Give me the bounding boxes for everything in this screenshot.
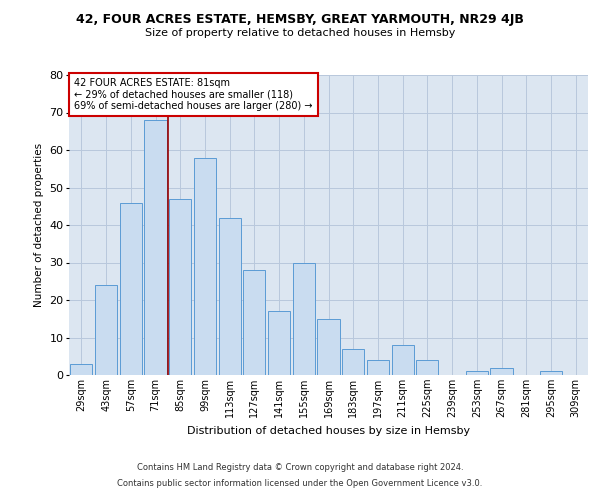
Bar xyxy=(317,319,340,375)
Text: 42 FOUR ACRES ESTATE: 81sqm
← 29% of detached houses are smaller (118)
69% of se: 42 FOUR ACRES ESTATE: 81sqm ← 29% of det… xyxy=(74,78,313,111)
Bar xyxy=(416,360,439,375)
Text: Size of property relative to detached houses in Hemsby: Size of property relative to detached ho… xyxy=(145,28,455,38)
Bar xyxy=(293,262,315,375)
Bar xyxy=(540,371,562,375)
Bar xyxy=(490,368,512,375)
Bar xyxy=(169,198,191,375)
Bar xyxy=(70,364,92,375)
Bar xyxy=(268,311,290,375)
X-axis label: Distribution of detached houses by size in Hemsby: Distribution of detached houses by size … xyxy=(187,426,470,436)
Bar xyxy=(243,270,265,375)
Bar xyxy=(145,120,167,375)
Text: Contains HM Land Registry data © Crown copyright and database right 2024.: Contains HM Land Registry data © Crown c… xyxy=(137,464,463,472)
Bar xyxy=(119,202,142,375)
Bar xyxy=(95,285,117,375)
Bar xyxy=(392,345,414,375)
Bar xyxy=(466,371,488,375)
Text: Contains public sector information licensed under the Open Government Licence v3: Contains public sector information licen… xyxy=(118,478,482,488)
Bar xyxy=(218,218,241,375)
Y-axis label: Number of detached properties: Number of detached properties xyxy=(34,143,44,307)
Bar xyxy=(342,349,364,375)
Text: 42, FOUR ACRES ESTATE, HEMSBY, GREAT YARMOUTH, NR29 4JB: 42, FOUR ACRES ESTATE, HEMSBY, GREAT YAR… xyxy=(76,12,524,26)
Bar xyxy=(367,360,389,375)
Bar xyxy=(194,158,216,375)
